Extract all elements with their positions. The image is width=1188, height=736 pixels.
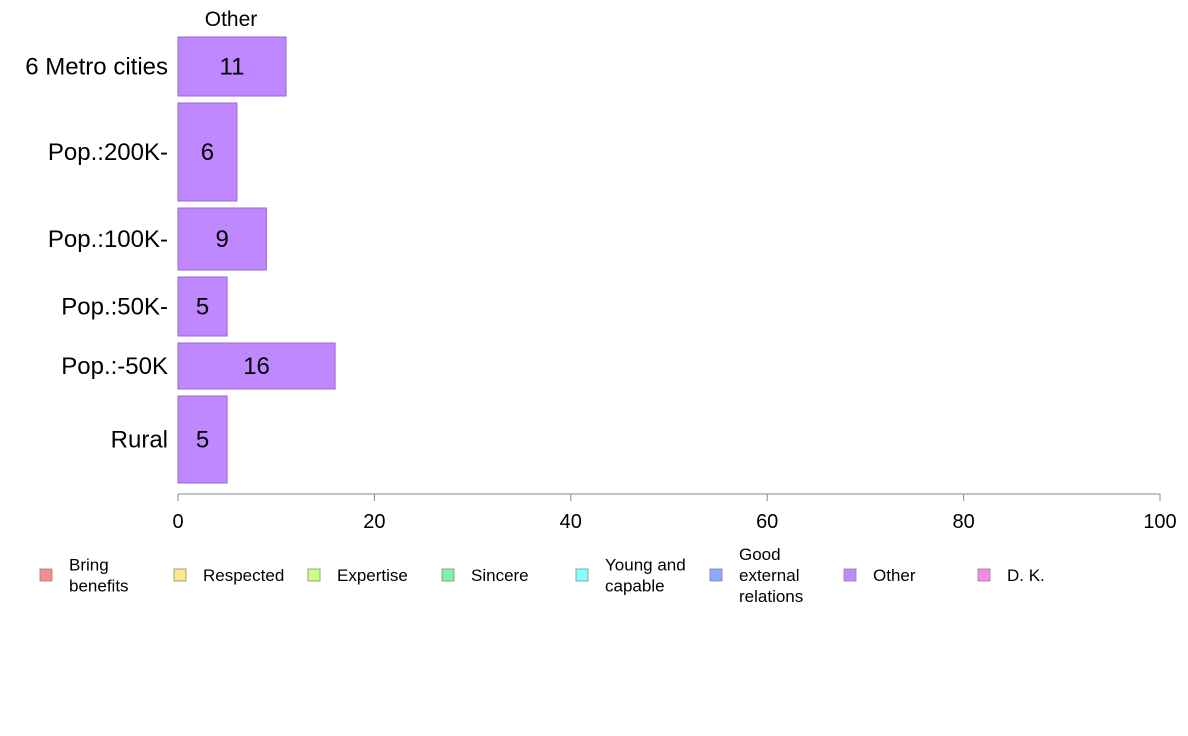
- value-label-5: 5: [196, 427, 209, 454]
- value-label-4: 16: [243, 353, 270, 380]
- category-labels: 6 Metro cities Pop.:200K- Pop.:100K- Pop.:5…: [25, 54, 168, 454]
- bar-3: [177, 276, 228, 337]
- bars-group: [177, 36, 336, 484]
- legend-swatch-6: [843, 568, 857, 582]
- legend-label-2: Expertise: [337, 566, 408, 585]
- value-label-2: 9: [216, 226, 229, 253]
- category-label-5: Rural: [111, 427, 168, 454]
- legend-swatch-2: [307, 568, 321, 582]
- legend-item-5: Good external relations: [709, 545, 803, 606]
- x-tick-label-2: 40: [560, 511, 582, 533]
- x-tick-label-3: 60: [756, 511, 778, 533]
- legend-swatch-1: [173, 568, 187, 582]
- legend-item-6: Other: [843, 566, 916, 585]
- bar-5: [177, 395, 228, 484]
- legend-swatch-0: [39, 568, 53, 582]
- legend-swatch-3: [441, 568, 455, 582]
- x-tick-label-1: 20: [363, 511, 385, 533]
- legend-label-4: Young and capable: [605, 556, 686, 596]
- legend-item-2: Expertise: [307, 566, 408, 585]
- x-tick-label-5: 100: [1143, 511, 1176, 533]
- category-label-2: Pop.:100K-: [48, 226, 168, 253]
- bar-1: [177, 102, 238, 202]
- x-tick-label-0: 0: [172, 511, 183, 533]
- category-label-3: Pop.:50K-: [61, 294, 168, 321]
- x-axis: 0 20 40 60 80 100: [172, 493, 1177, 533]
- bar-0: [177, 36, 287, 97]
- value-label-0: 11: [220, 54, 245, 81]
- category-label-0: 6 Metro cities: [25, 54, 168, 81]
- legend-label-7: D. K.: [1007, 566, 1045, 585]
- category-label-1: Pop.:200K-: [48, 139, 168, 166]
- legend-label-1: Respected: [203, 566, 284, 585]
- bar-4: [177, 342, 336, 390]
- legend-label-3: Sincere: [471, 566, 529, 585]
- legend: Bring benefits Respected Expertise Sincere Yo…: [39, 545, 1045, 606]
- value-label-3: 5: [196, 294, 209, 321]
- bar-2: [177, 207, 267, 271]
- legend-label-6: Other: [873, 566, 916, 585]
- legend-swatch-7: [977, 568, 991, 582]
- legend-swatch-5: [709, 568, 723, 582]
- legend-item-1: Respected: [173, 566, 284, 585]
- legend-item-4: Young and capable: [575, 556, 686, 596]
- legend-item-7: D. K.: [977, 566, 1045, 585]
- panel-title: Other: [205, 8, 258, 31]
- legend-item-3: Sincere: [441, 566, 529, 585]
- legend-item-0: Bring benefits: [39, 556, 129, 596]
- x-tick-label-4: 80: [952, 511, 974, 533]
- value-label-1: 6: [201, 139, 214, 166]
- value-labels: 11 6 9 5 16 5: [196, 54, 270, 454]
- legend-swatch-4: [575, 568, 589, 582]
- legend-label-0: Bring benefits: [69, 556, 129, 596]
- legend-label-5: Good external relations: [739, 545, 803, 606]
- category-label-4: Pop.:-50K: [61, 353, 168, 380]
